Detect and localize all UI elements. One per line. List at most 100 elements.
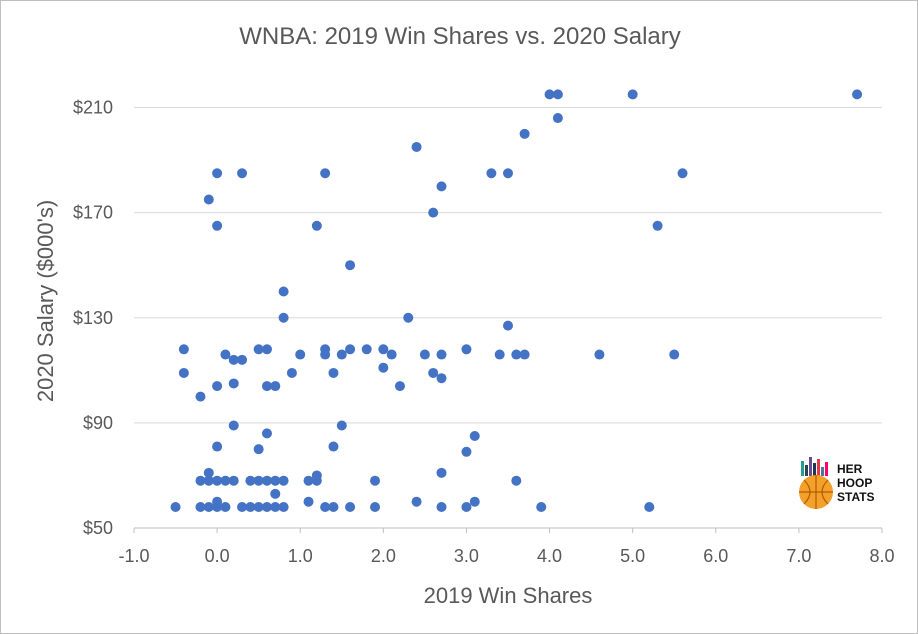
chart-title: WNBA: 2019 Win Shares vs. 2020 Salary	[239, 23, 681, 50]
data-point	[278, 286, 289, 297]
data-point	[403, 312, 414, 323]
data-point	[336, 420, 347, 431]
logo-text-hoop: HOOP	[837, 476, 872, 490]
data-point	[212, 381, 223, 392]
data-point	[195, 391, 206, 402]
data-point	[170, 501, 181, 512]
data-point	[378, 344, 389, 355]
logo-text-stats: STATS	[837, 490, 875, 504]
data-point	[228, 475, 239, 486]
data-point	[336, 349, 347, 360]
data-point	[345, 501, 356, 512]
data-point	[370, 501, 381, 512]
data-point	[212, 496, 223, 507]
data-point	[278, 475, 289, 486]
data-point	[469, 431, 480, 442]
data-point	[436, 349, 447, 360]
data-point	[270, 475, 281, 486]
data-point	[436, 467, 447, 478]
data-point	[669, 349, 680, 360]
x-tick-label: -1.0	[118, 546, 149, 566]
data-point	[461, 446, 472, 457]
data-point	[677, 168, 688, 179]
data-point	[212, 168, 223, 179]
y-tick-label: $50	[83, 518, 113, 538]
data-point	[228, 378, 239, 389]
data-point	[203, 194, 214, 205]
data-point	[178, 344, 189, 355]
data-point	[303, 475, 314, 486]
data-point	[261, 475, 272, 486]
data-point	[237, 354, 248, 365]
data-point	[270, 488, 281, 499]
data-point	[212, 220, 223, 231]
x-tick-label: 7.0	[786, 546, 811, 566]
data-point	[245, 475, 256, 486]
data-point	[552, 113, 563, 124]
data-point	[228, 420, 239, 431]
data-point	[536, 501, 547, 512]
data-point	[627, 89, 638, 100]
bar-chart-icon	[801, 457, 828, 476]
data-point	[178, 367, 189, 378]
x-tick-label: 5.0	[620, 546, 645, 566]
data-point	[370, 475, 381, 486]
y-tick-label: $90	[83, 413, 113, 433]
data-point	[411, 496, 422, 507]
x-tick-label: 6.0	[703, 546, 728, 566]
data-point	[428, 367, 439, 378]
data-point	[311, 470, 322, 481]
y-tick-label: $210	[73, 98, 113, 118]
data-point	[212, 441, 223, 452]
x-axis-ticks: -1.0 0.0 1.0 2.0 3.0 4.0 5.0 6.0 7.0 8.0	[118, 528, 895, 566]
data-point	[261, 501, 272, 512]
data-point	[320, 501, 331, 512]
data-point	[270, 501, 281, 512]
data-point	[220, 349, 231, 360]
data-point	[303, 496, 314, 507]
data-point	[245, 501, 256, 512]
x-tick-label: 8.0	[869, 546, 894, 566]
data-point	[394, 381, 405, 392]
data-point	[253, 444, 264, 455]
data-point	[261, 381, 272, 392]
x-tick-label: 4.0	[537, 546, 562, 566]
data-point	[428, 207, 439, 218]
data-point	[320, 349, 331, 360]
data-point	[228, 354, 239, 365]
data-point	[461, 344, 472, 355]
data-point	[469, 496, 480, 507]
x-tick-label: 0.0	[205, 546, 230, 566]
x-tick-label: 1.0	[288, 546, 313, 566]
data-point	[237, 501, 248, 512]
data-point	[195, 475, 206, 486]
data-point	[461, 501, 472, 512]
data-point	[361, 344, 372, 355]
data-point	[852, 89, 863, 100]
x-axis-title: 2019 Win Shares	[424, 583, 593, 608]
data-point	[237, 168, 248, 179]
data-point	[270, 381, 281, 392]
data-point	[411, 141, 422, 152]
data-point	[436, 501, 447, 512]
data-point	[345, 344, 356, 355]
data-point	[345, 260, 356, 271]
data-point	[261, 344, 272, 355]
data-point	[544, 89, 555, 100]
data-point	[486, 168, 497, 179]
x-tick-label: 2.0	[371, 546, 396, 566]
data-point	[644, 501, 655, 512]
data-point	[436, 373, 447, 384]
basketball-icon	[799, 475, 833, 509]
gridlines	[134, 107, 882, 424]
data-point	[203, 475, 214, 486]
data-point	[295, 349, 306, 360]
data-point	[511, 349, 522, 360]
data-point	[419, 349, 430, 360]
data-point	[195, 501, 206, 512]
data-point	[311, 220, 322, 231]
data-point	[386, 349, 397, 360]
data-point	[652, 220, 663, 231]
